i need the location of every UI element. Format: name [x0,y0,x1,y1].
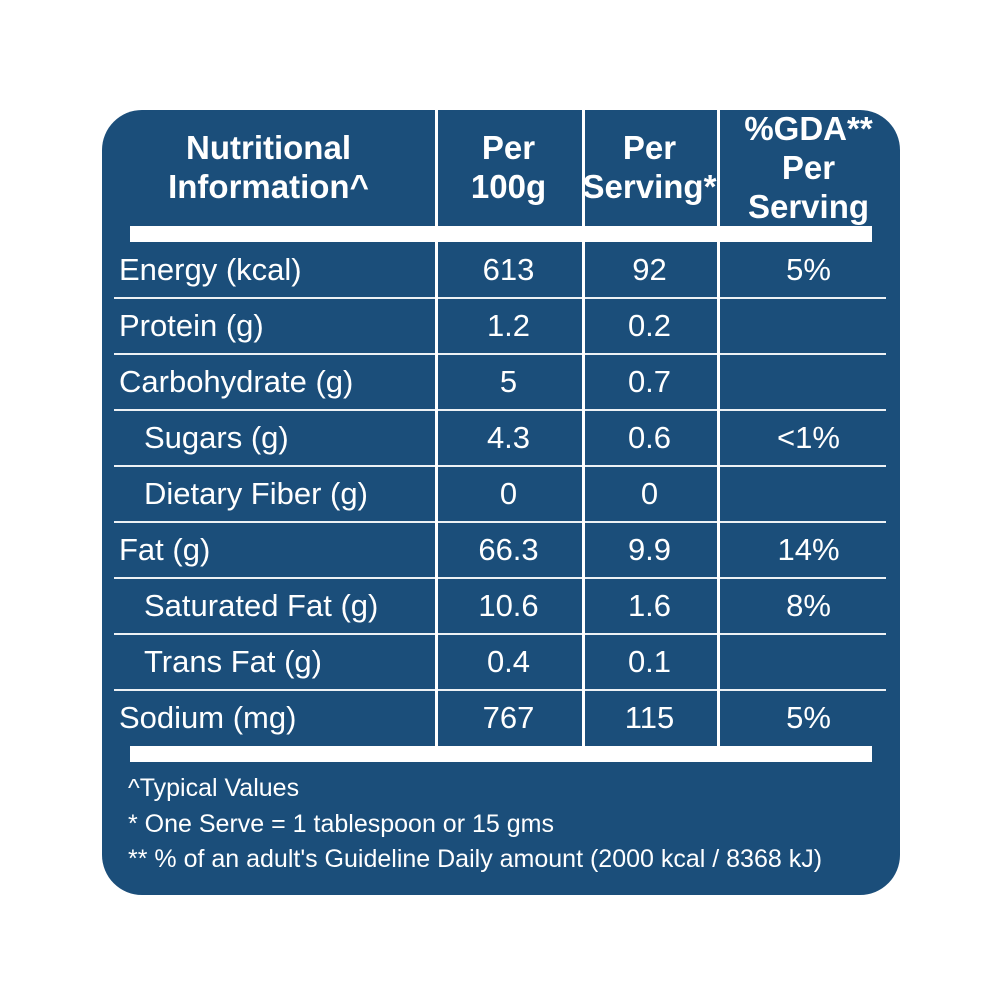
header-per-serving: Per Serving* [582,129,717,206]
footnotes: ^Typical Values * One Serve = 1 tablespo… [102,762,900,878]
table-row-fat: Fat (g) 66.3 9.9 14% [102,522,900,579]
value-gda: 8% [786,588,831,623]
header-per-100g: Per 100g [470,129,547,206]
value-per-100g: 0 [499,476,518,511]
table-header-row: Nutritional Information^ Per 100g Per Se… [102,110,900,226]
value-per-serving: 9.9 [627,532,672,567]
footnote-gda-note: ** % of an adult's Guideline Daily amoun… [128,845,823,873]
value-gda: 5% [786,252,831,287]
nutrition-label-card: Nutritional Information^ Per 100g Per Se… [102,110,900,895]
value-per-100g: 613 [482,252,535,287]
row-label: Protein (g) [119,308,264,343]
table-row-carbohydrate: Carbohydrate (g) 5 0.7 [102,354,900,411]
table-row-protein: Protein (g) 1.2 0.2 [102,298,900,355]
row-label: Carbohydrate (g) [119,364,354,399]
value-per-serving: 0.2 [627,308,672,343]
value-per-serving: 0.7 [627,364,672,399]
value-per-serving: 0.1 [627,644,672,679]
table-row-dietary-fiber: Dietary Fiber (g) 0 0 [102,466,900,523]
header-nutritional-information: Nutritional Information^ [168,129,369,206]
column-divider [582,110,585,746]
table-row-saturated-fat: Saturated Fat (g) 10.6 1.6 8% [102,578,900,635]
row-label: Trans Fat (g) [144,644,322,679]
value-per-serving: 0.6 [627,420,672,455]
column-divider [435,110,438,746]
table-row-sodium: Sodium (mg) 767 115 5% [102,690,900,746]
value-per-100g: 5 [499,364,518,399]
value-per-serving: 1.6 [627,588,672,623]
value-per-100g: 1.2 [486,308,531,343]
value-per-serving: 92 [632,252,667,287]
value-per-100g: 4.3 [486,420,531,455]
value-per-100g: 10.6 [478,588,539,623]
header-gda-per-serving: %GDA** Per Serving [744,110,873,225]
row-label: Fat (g) [119,532,211,567]
value-gda: <1% [777,420,840,455]
footnote-typical-values: ^Typical Values [128,774,300,802]
value-per-100g: 66.3 [478,532,539,567]
row-label: Dietary Fiber (g) [144,476,368,511]
row-label: Sodium (mg) [119,700,297,735]
value-gda: 14% [777,532,840,567]
value-per-serving: 115 [624,700,675,735]
table-row-trans-fat: Trans Fat (g) 0.4 0.1 [102,634,900,691]
value-per-100g: 767 [482,700,535,735]
column-divider [717,110,720,746]
value-gda: 5% [786,700,831,735]
value-per-100g: 0.4 [486,644,531,679]
table-body: Energy (kcal) 613 92 5% Protein (g) 1.2 … [102,242,900,746]
footer-divider-bar [130,746,872,762]
row-label: Sugars (g) [144,420,289,455]
row-label: Energy (kcal) [119,252,302,287]
footnote-one-serve: * One Serve = 1 tablespoon or 15 gms [128,809,554,838]
header-divider-bar [130,226,872,242]
row-label: Saturated Fat (g) [144,588,379,623]
table-row-sugars: Sugars (g) 4.3 0.6 <1% [102,410,900,467]
table-row-energy: Energy (kcal) 613 92 5% [102,242,900,299]
value-per-serving: 0 [640,476,659,511]
